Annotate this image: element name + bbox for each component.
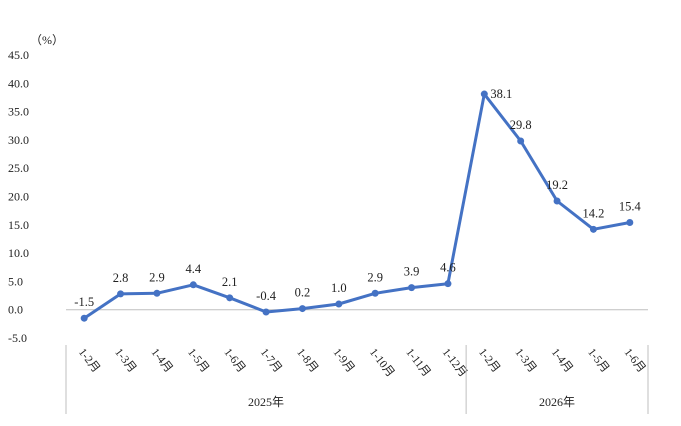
data-label: 15.4 [619, 200, 642, 214]
data-label: 14.2 [583, 206, 605, 220]
data-labels: -1.5 2.8 2.9 4.4 2.1 -0.4 0.2 1.0 2.9 3.9 4.6 38.1 2… [74, 87, 641, 309]
x-category-label: 1-5月 [585, 346, 611, 375]
y-tick-label: 5.0 [8, 274, 23, 288]
data-point [262, 308, 270, 316]
data-label: 0.2 [295, 286, 311, 300]
data-label: 2.9 [367, 270, 383, 284]
data-point [117, 290, 125, 298]
y-tick-label: -5.0 [8, 331, 27, 345]
data-label: 19.2 [546, 178, 568, 192]
x-category-label: 1-5月 [185, 346, 211, 375]
data-label: 3.9 [404, 265, 420, 279]
x-category-label: 1-7月 [258, 346, 284, 375]
y-tick-label: 0.0 [8, 303, 23, 317]
data-point [553, 197, 561, 205]
y-tick-label: 15.0 [8, 218, 29, 232]
x-category-label: 1-8月 [294, 346, 320, 375]
y-tick-label: 25.0 [8, 161, 29, 175]
data-label: 4.6 [440, 261, 456, 275]
y-tick-label: 10.0 [8, 246, 29, 260]
data-point [408, 284, 416, 292]
data-label: 4.4 [186, 262, 202, 276]
x-category-label: 1-12月 [440, 346, 470, 379]
data-label: -0.4 [256, 289, 277, 303]
y-tick-label: 40.0 [8, 76, 29, 90]
series-points [80, 90, 634, 322]
x-category-label: 1-9月 [330, 346, 356, 375]
data-point [335, 300, 343, 308]
y-tick-label: 45.0 [8, 48, 29, 62]
x-category-label: 1-4月 [549, 346, 575, 375]
data-point [80, 314, 88, 322]
y-tick-label: 35.0 [8, 105, 29, 119]
x-category-label: 1-11月 [403, 346, 432, 379]
data-point [189, 281, 197, 289]
y-axis-unit-label: （%） [30, 33, 64, 47]
x-category-label: 1-3月 [512, 346, 538, 375]
data-label: 29.8 [510, 118, 532, 132]
x-category-label: 1-2月 [76, 346, 102, 375]
data-point [444, 280, 452, 288]
y-tick-label: 20.0 [8, 190, 29, 204]
x-axis-category-labels: 1-2月 1-3月 1-4月 1-5月 1-6月 1-7月 1-8月 1-9月 1-10月 1-1… [76, 346, 648, 379]
data-point [480, 90, 488, 98]
data-label: 2.1 [222, 275, 238, 289]
group-label: 2026年 [539, 395, 575, 409]
group-label: 2025年 [248, 395, 284, 409]
data-point [517, 137, 525, 145]
data-label: 2.8 [113, 271, 129, 285]
x-category-label: 1-2月 [476, 346, 502, 375]
y-axis-tick-labels: 45.0 40.0 35.0 30.0 25.0 20.0 15.0 10.0 5.0 0.0 -5… [8, 48, 29, 345]
y-tick-label: 30.0 [8, 133, 29, 147]
x-axis-group-labels: 2025年 2026年 [65, 345, 649, 414]
data-point [589, 225, 597, 233]
x-category-label: 1-3月 [112, 346, 138, 375]
x-category-label: 1-10月 [367, 346, 397, 379]
data-point [153, 289, 161, 297]
data-point [371, 289, 379, 297]
data-label: 1.0 [331, 281, 347, 295]
x-category-label: 1-6月 [621, 346, 647, 375]
data-point [626, 219, 634, 227]
data-point [226, 294, 234, 302]
data-label: 38.1 [490, 87, 512, 101]
data-label: -1.5 [74, 295, 94, 309]
series-line [83, 92, 631, 320]
x-category-label: 1-6月 [221, 346, 247, 375]
x-category-label: 1-4月 [149, 346, 175, 375]
data-point [298, 305, 306, 313]
data-label: 2.9 [149, 270, 165, 284]
